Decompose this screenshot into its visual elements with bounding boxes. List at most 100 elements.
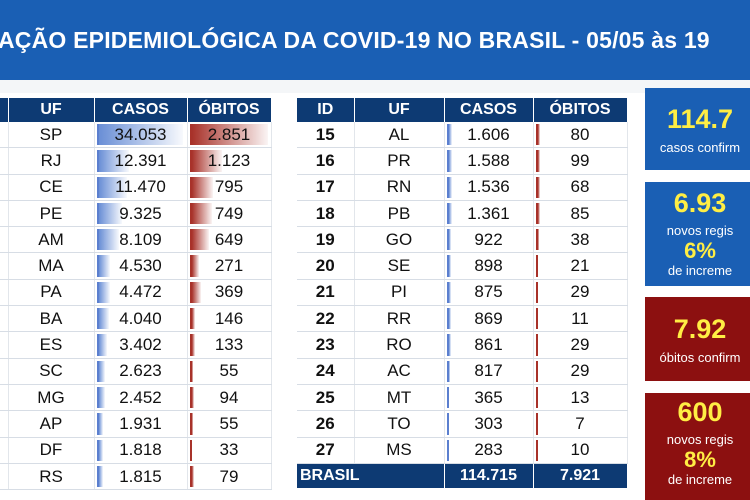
total-label: BRASIL	[297, 463, 445, 488]
row-cases: 2.623	[94, 358, 188, 385]
row-deaths: 55	[187, 410, 272, 438]
stat-new-deaths-pct: 8%	[684, 447, 716, 472]
row-cases: 4.040	[94, 305, 188, 333]
deaths-bar	[189, 229, 209, 251]
table-row: RS 1.815 79	[0, 463, 272, 491]
deaths-bar	[535, 439, 538, 461]
row-deaths: 11	[533, 305, 628, 333]
row-deaths-value: 7	[575, 413, 585, 433]
cases-bar	[96, 176, 127, 198]
table-row: 17 RN 1.536 68	[297, 174, 628, 201]
row-cases: 1.818	[94, 437, 188, 464]
table-row: AM 8.109 649	[0, 226, 272, 254]
table-row: 23 RO 861 29	[297, 331, 628, 359]
row-deaths-value: 369	[214, 282, 244, 302]
row-cases: 1.536	[444, 174, 534, 201]
cases-bar	[446, 124, 453, 146]
table-row: 19 GO 922 38	[297, 226, 628, 254]
cases-bar	[446, 360, 451, 382]
row-id: 26	[297, 410, 355, 438]
row-uf: SE	[354, 252, 445, 280]
row-uf: RJ	[8, 147, 95, 175]
column-header-deaths: ÓBITOS	[533, 98, 628, 122]
row-deaths: 99	[533, 147, 628, 175]
row-cases: 1.361	[444, 200, 534, 228]
row-deaths-value: 29	[570, 361, 590, 381]
row-cases-value: 1.361	[467, 203, 510, 223]
row-deaths-value: 795	[214, 177, 244, 197]
cases-bar	[96, 281, 110, 304]
row-cases: 12.391	[94, 147, 188, 175]
table-row: SP 34.053 2.851	[0, 122, 272, 149]
row-id: 21	[297, 279, 355, 307]
row-deaths: 85	[533, 200, 628, 228]
row-cases: 817	[444, 358, 534, 385]
row-cases-value: 1.931	[119, 413, 162, 433]
row-uf: RS	[8, 463, 95, 491]
row-id	[0, 437, 9, 464]
row-id	[0, 410, 9, 438]
row-cases: 1.931	[94, 410, 188, 438]
row-deaths: 80	[533, 122, 628, 149]
row-cases-value: 1.588	[467, 150, 510, 170]
cases-bar	[96, 150, 130, 172]
row-cases: 9.325	[94, 200, 188, 228]
deaths-bar	[189, 439, 193, 461]
page-title: AÇÃO EPIDEMIOLÓGICA DA COVID-19 NO BRASI…	[0, 27, 710, 53]
deaths-bar	[189, 360, 193, 382]
row-cases: 898	[444, 252, 534, 280]
deaths-bar	[535, 281, 539, 304]
row-cases: 861	[444, 331, 534, 359]
row-uf: DF	[8, 437, 95, 464]
row-cases-value: 817	[474, 361, 503, 381]
table-row: 16 PR 1.588 99	[297, 147, 628, 175]
cases-bar	[96, 465, 103, 488]
deaths-bar	[189, 386, 195, 409]
row-deaths: 10	[533, 437, 628, 464]
stat-new-cases-pct: 6%	[684, 238, 716, 263]
row-deaths-value: 68	[570, 177, 590, 197]
row-id	[0, 174, 9, 201]
column-header-id: ID	[297, 98, 355, 122]
cases-bar	[446, 176, 453, 198]
row-cases-value: 9.325	[119, 203, 162, 223]
row-cases-value: 1.606	[467, 124, 510, 144]
table-row: AP 1.931 55	[0, 410, 272, 438]
row-deaths-value: 146	[214, 308, 244, 328]
row-deaths-value: 79	[219, 466, 239, 486]
row-deaths-value: 33	[219, 440, 239, 460]
column-header-uf: UF	[8, 98, 95, 122]
row-deaths: 29	[533, 331, 628, 359]
cases-bar	[446, 439, 450, 461]
row-cases-value: 922	[474, 229, 503, 249]
row-deaths: 33	[187, 437, 272, 464]
cases-bar	[96, 386, 105, 409]
row-uf: PI	[354, 279, 445, 307]
cases-bar	[446, 413, 450, 435]
row-id: 25	[297, 384, 355, 412]
row-cases-value: 898	[474, 256, 503, 276]
row-id	[0, 331, 9, 359]
row-uf: MA	[8, 252, 95, 280]
row-uf: AP	[8, 410, 95, 438]
row-deaths: 13	[533, 384, 628, 412]
cases-bar	[446, 334, 451, 356]
deaths-bar	[189, 334, 196, 356]
row-deaths-value: 133	[214, 335, 244, 355]
column-header-uf: UF	[354, 98, 445, 122]
row-deaths: 38	[533, 226, 628, 254]
row-deaths-value: 94	[219, 387, 239, 407]
cases-bar	[96, 202, 122, 225]
cases-bar	[96, 413, 104, 435]
row-id	[0, 226, 9, 254]
row-cases-value: 12.391	[114, 150, 167, 170]
row-cases: 8.109	[94, 226, 188, 254]
deaths-bar	[189, 413, 193, 435]
deaths-bar	[189, 255, 199, 277]
row-id: 22	[297, 305, 355, 333]
stat-cases-label: casos confirm	[659, 140, 741, 155]
row-cases-value: 4.472	[119, 282, 162, 302]
row-uf: AL	[354, 122, 445, 149]
total-cases: 114.715	[444, 463, 534, 488]
row-id	[0, 279, 9, 307]
